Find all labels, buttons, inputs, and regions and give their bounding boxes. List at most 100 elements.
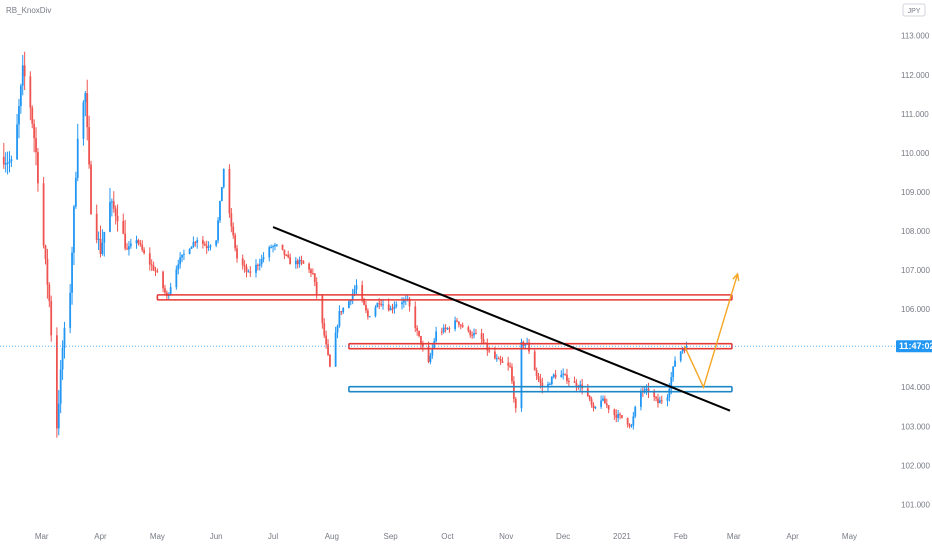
candle bbox=[196, 240, 199, 243]
candle bbox=[44, 245, 47, 259]
candle bbox=[562, 373, 565, 375]
candle bbox=[603, 398, 606, 404]
x-tick-label: Mar bbox=[35, 532, 49, 541]
candle bbox=[103, 231, 106, 243]
candle bbox=[681, 348, 684, 352]
candle bbox=[95, 213, 98, 240]
candle bbox=[363, 298, 365, 305]
candle bbox=[207, 246, 210, 249]
candle bbox=[539, 379, 542, 383]
candle bbox=[473, 333, 475, 336]
candle bbox=[368, 316, 371, 318]
candle bbox=[274, 244, 276, 247]
candle bbox=[374, 307, 377, 317]
candle bbox=[670, 377, 673, 389]
candle bbox=[444, 327, 447, 329]
candle bbox=[42, 183, 45, 246]
candle bbox=[668, 388, 671, 398]
x-tick-label: Sep bbox=[383, 532, 398, 541]
candle bbox=[329, 354, 331, 367]
candle bbox=[23, 65, 26, 77]
x-tick-label: 2021 bbox=[613, 532, 631, 541]
candle bbox=[112, 201, 115, 209]
candle bbox=[183, 253, 185, 255]
candle bbox=[128, 246, 130, 250]
candle bbox=[456, 320, 458, 322]
candle bbox=[528, 342, 530, 352]
candle bbox=[480, 333, 483, 340]
candle bbox=[366, 310, 369, 317]
candle bbox=[71, 252, 73, 293]
candle bbox=[194, 242, 197, 244]
x-tick-label: Aug bbox=[325, 532, 339, 541]
candle bbox=[63, 327, 66, 348]
candle bbox=[421, 344, 424, 347]
candle bbox=[285, 254, 288, 256]
candle bbox=[215, 240, 218, 246]
price-tag-label: 11:47:02 bbox=[899, 341, 932, 351]
candle bbox=[645, 388, 648, 390]
candle bbox=[431, 347, 434, 356]
candle bbox=[416, 328, 419, 331]
candle bbox=[573, 381, 576, 383]
candle bbox=[658, 400, 661, 404]
candle bbox=[391, 308, 394, 310]
candle bbox=[347, 301, 350, 309]
candle bbox=[234, 235, 237, 249]
candle bbox=[617, 414, 620, 418]
candle bbox=[236, 248, 238, 259]
y-tick-label: 110.000 bbox=[901, 149, 930, 158]
candle bbox=[169, 287, 172, 294]
candle bbox=[666, 397, 669, 401]
candle bbox=[222, 168, 225, 188]
candle bbox=[435, 331, 438, 341]
candle bbox=[376, 303, 379, 308]
y-tick-label: 111.000 bbox=[901, 110, 929, 119]
candle bbox=[554, 374, 557, 378]
candle bbox=[511, 366, 513, 382]
candle bbox=[61, 347, 64, 370]
candle bbox=[414, 306, 417, 329]
projection-arrow-head bbox=[732, 272, 740, 281]
candle bbox=[321, 294, 324, 324]
candle bbox=[486, 343, 489, 351]
candle bbox=[188, 249, 191, 254]
candle bbox=[361, 285, 364, 299]
candle bbox=[683, 348, 686, 351]
candle bbox=[179, 257, 182, 265]
candle bbox=[116, 216, 119, 222]
candle bbox=[217, 220, 219, 241]
candle bbox=[255, 264, 257, 273]
candle bbox=[315, 282, 318, 295]
candle bbox=[230, 213, 233, 227]
candle bbox=[245, 266, 248, 272]
candle bbox=[88, 127, 91, 165]
candle bbox=[124, 233, 127, 249]
price-tag: 11:47:02 bbox=[896, 340, 932, 353]
candle bbox=[494, 351, 496, 359]
candle bbox=[84, 93, 87, 103]
candle bbox=[76, 138, 79, 178]
candle bbox=[228, 168, 231, 214]
candle bbox=[48, 284, 51, 302]
candle bbox=[420, 336, 422, 345]
candle bbox=[258, 264, 261, 266]
candle bbox=[33, 123, 36, 139]
candle bbox=[613, 409, 616, 415]
x-tick-label: Mar bbox=[727, 532, 741, 541]
candle bbox=[501, 361, 504, 363]
candle bbox=[256, 264, 259, 266]
candle bbox=[533, 351, 536, 371]
candle bbox=[380, 303, 383, 305]
candle bbox=[475, 333, 477, 335]
candle bbox=[152, 265, 155, 271]
candle bbox=[162, 271, 164, 289]
candle bbox=[560, 374, 563, 378]
price-tag-box bbox=[896, 340, 932, 353]
currency-badge[interactable]: JPY bbox=[902, 3, 926, 17]
x-tick-label: Apr bbox=[786, 532, 799, 541]
candle bbox=[488, 350, 491, 352]
candle bbox=[148, 253, 151, 265]
